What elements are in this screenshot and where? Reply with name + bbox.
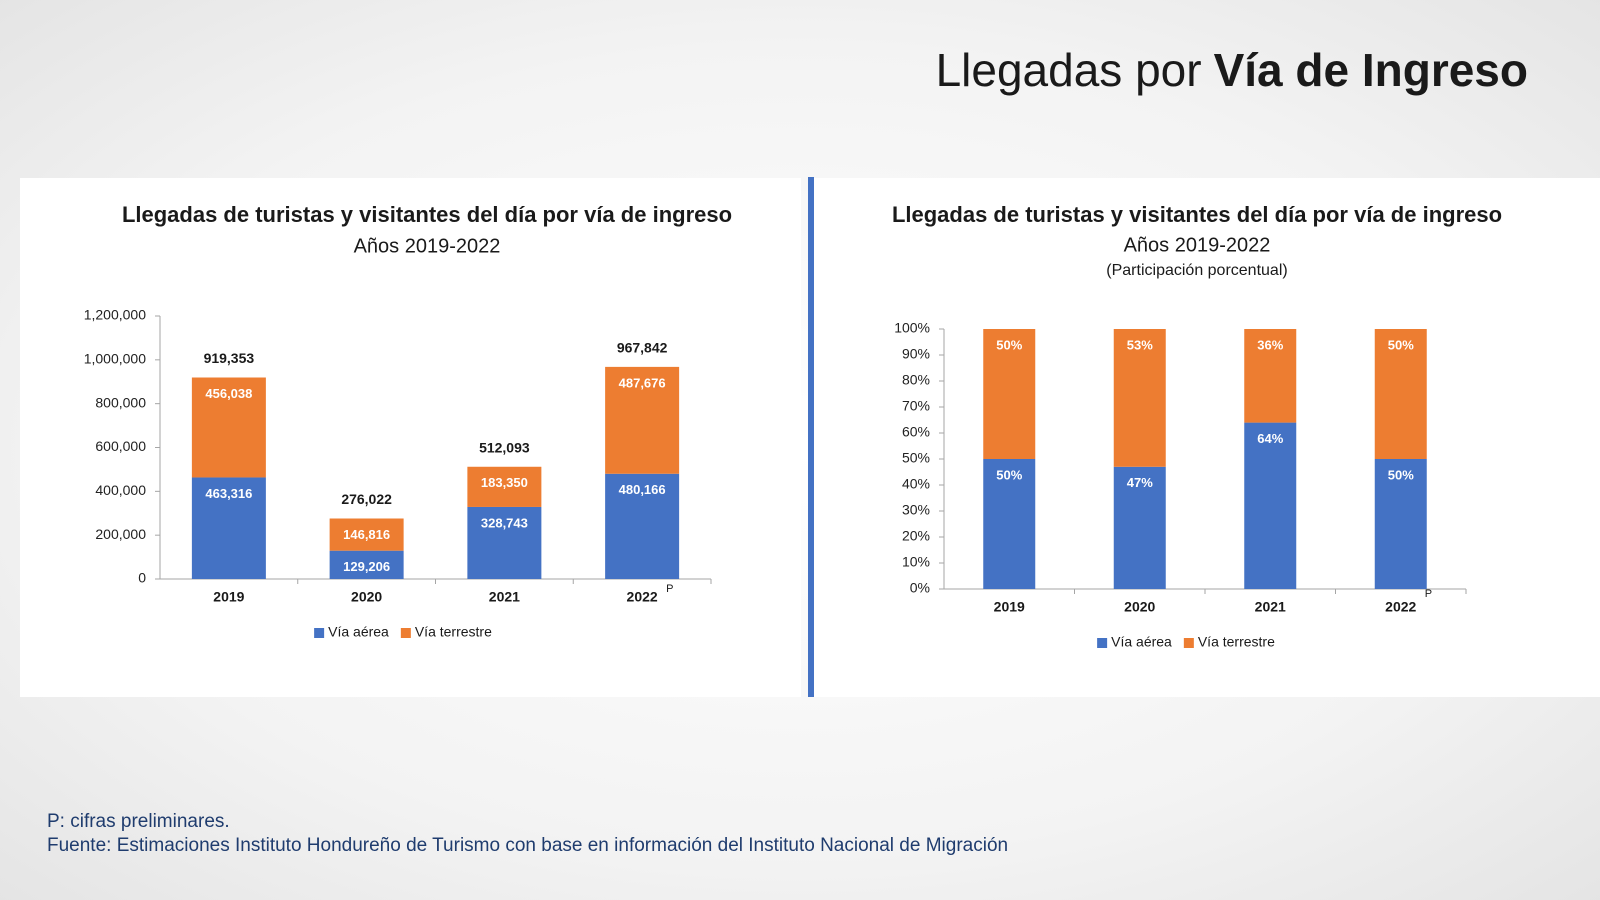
y-tick-label: 70% — [902, 398, 930, 414]
y-tick-label: 0% — [910, 580, 930, 596]
superscript: P — [666, 583, 673, 595]
x-tick-label: 2019 — [994, 599, 1025, 615]
value-label: 50% — [1388, 337, 1414, 352]
bar-segment — [467, 506, 542, 579]
page-title: Llegadas por Vía de Ingreso — [936, 44, 1528, 96]
footnote: P: cifras preliminares. — [47, 811, 230, 832]
x-tick-label: 2022 — [627, 589, 658, 605]
value-label: 328,743 — [481, 515, 528, 530]
x-tick-label: 2020 — [351, 589, 382, 605]
value-label: 146,816 — [343, 527, 390, 542]
bar-segment — [329, 518, 404, 551]
y-tick-label: 100% — [894, 320, 930, 336]
divider — [808, 177, 814, 697]
y-tick-label: 200,000 — [95, 526, 146, 542]
y-tick-label: 1,000,000 — [84, 351, 146, 367]
y-tick-label: 50% — [902, 450, 930, 466]
total-label: 967,842 — [617, 340, 668, 356]
bar-segment — [605, 366, 680, 474]
bar-segment — [191, 477, 266, 579]
bar-segment — [1244, 329, 1297, 423]
legend-swatch — [314, 628, 325, 638]
chart-subtitle: Años 2019-2022 — [354, 235, 501, 257]
legend-label: Vía aérea — [328, 624, 389, 640]
legend-label: Vía aérea — [1111, 634, 1172, 650]
y-tick-label: 800,000 — [95, 394, 146, 410]
x-tick-label: 2022 — [1385, 599, 1416, 615]
y-tick-label: 1,200,000 — [84, 307, 146, 323]
chart-title: Llegadas de turistas y visitantes del dí… — [122, 202, 732, 227]
bar-segment — [191, 377, 266, 478]
x-tick-label: 2021 — [489, 589, 520, 605]
value-label: 129,206 — [343, 559, 390, 574]
y-tick-label: 30% — [902, 502, 930, 518]
y-tick-label: 20% — [902, 528, 930, 544]
legend-swatch — [1183, 638, 1194, 648]
bar-segment — [1113, 329, 1166, 467]
bar-segment — [1374, 329, 1427, 459]
bar-segment — [329, 550, 404, 579]
value-label: 463,316 — [205, 486, 252, 501]
value-label: 480,166 — [619, 482, 666, 497]
title-regular: Llegadas por — [936, 44, 1202, 96]
chart-caption: (Participación porcentual) — [1106, 262, 1287, 279]
bar-segment — [983, 459, 1036, 589]
y-tick-label: 40% — [902, 476, 930, 492]
legend-label: Vía terrestre — [415, 624, 492, 640]
bar-segment — [1374, 459, 1427, 589]
value-label: 487,676 — [619, 375, 666, 390]
y-tick-label: 90% — [902, 346, 930, 362]
bar-segment — [605, 473, 680, 579]
value-label: 456,038 — [205, 386, 252, 401]
legend-label: Vía terrestre — [1198, 634, 1275, 650]
y-tick-label: 60% — [902, 424, 930, 440]
legend-swatch — [400, 628, 411, 638]
chart-panel — [814, 178, 1600, 697]
chart-title: Llegadas de turistas y visitantes del dí… — [892, 202, 1502, 227]
bar-segment — [1244, 422, 1297, 589]
value-label: 47% — [1127, 475, 1153, 490]
y-tick-label: 600,000 — [95, 438, 146, 454]
value-label: 50% — [996, 337, 1022, 352]
total-label: 919,353 — [204, 350, 255, 366]
bar-segment — [1113, 466, 1166, 589]
value-label: 53% — [1127, 337, 1153, 352]
x-tick-label: 2020 — [1124, 599, 1155, 615]
value-label: 36% — [1257, 337, 1283, 352]
superscript: P — [1425, 588, 1432, 600]
value-label: 50% — [1388, 467, 1414, 482]
y-tick-label: 0 — [138, 570, 146, 586]
title-bold: Vía de Ingreso — [1214, 44, 1528, 96]
y-tick-label: 400,000 — [95, 482, 146, 498]
x-tick-label: 2021 — [1255, 599, 1286, 615]
x-tick-label: 2019 — [213, 589, 244, 605]
total-label: 512,093 — [479, 439, 530, 455]
bar-segment — [467, 466, 542, 507]
y-tick-label: 80% — [902, 372, 930, 388]
bar-segment — [983, 329, 1036, 459]
total-label: 276,022 — [341, 491, 392, 507]
legend-swatch — [1097, 638, 1108, 648]
value-label: 50% — [996, 467, 1022, 482]
chart-subtitle: Años 2019-2022 — [1124, 234, 1271, 256]
footnote: Fuente: Estimaciones Instituto Hondureño… — [47, 835, 1008, 856]
y-tick-label: 10% — [902, 554, 930, 570]
value-label: 64% — [1257, 431, 1283, 446]
value-label: 183,350 — [481, 475, 528, 490]
